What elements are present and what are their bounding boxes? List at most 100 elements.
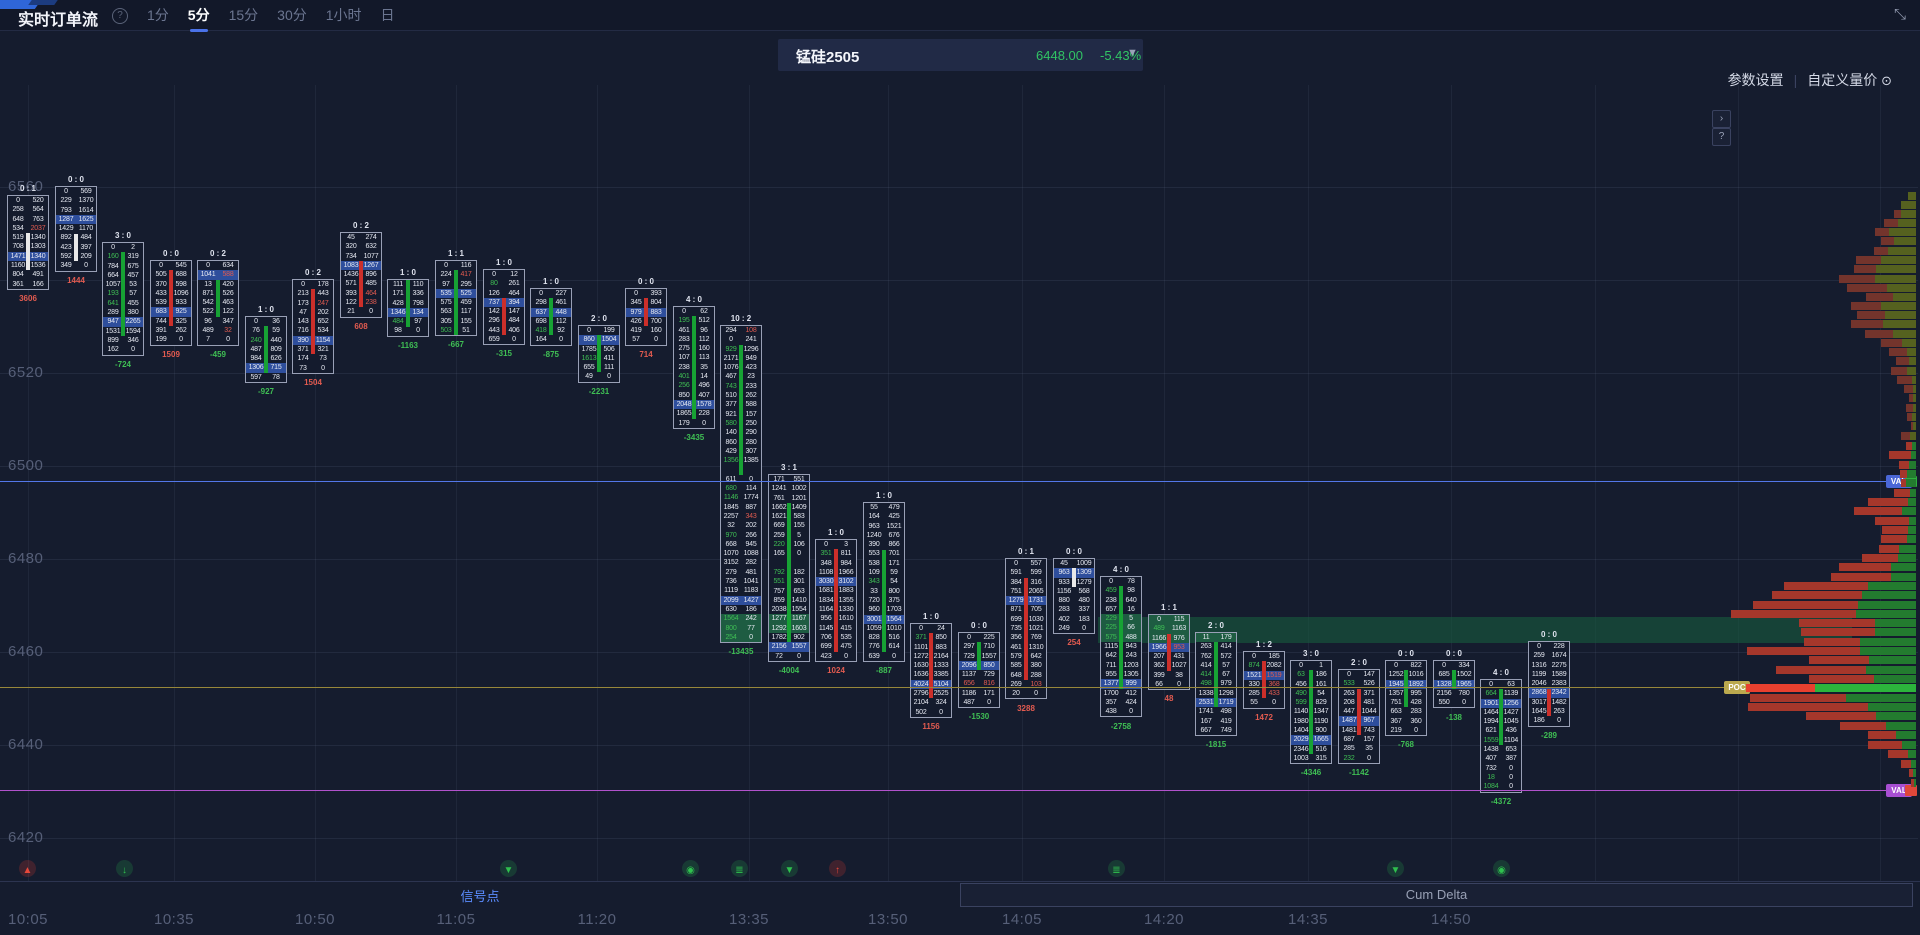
- cluster-row: 1481 743: [1339, 726, 1379, 735]
- ask-volume: 262: [745, 392, 757, 400]
- signal-icon[interactable]: ▼: [1387, 860, 1404, 877]
- volume-profile-row: [0, 451, 1918, 459]
- custom-volume-price-link[interactable]: 自定义量价: [1807, 72, 1878, 88]
- profile-ask-bar: [1894, 237, 1916, 245]
- bid-volume: 283: [678, 335, 690, 343]
- ask-volume: 415: [840, 624, 852, 632]
- ask-volume: 1154: [315, 336, 331, 344]
- signal-panel-label[interactable]: 信号点: [460, 889, 500, 904]
- cluster-delta-footer: -4004: [778, 666, 800, 675]
- ask-volume: 652: [317, 318, 329, 326]
- bid-volume: 0: [967, 634, 971, 641]
- candle-body: [1452, 670, 1456, 689]
- signal-icon[interactable]: ◉: [682, 860, 699, 877]
- ask-volume: 675: [127, 262, 139, 270]
- param-settings-link[interactable]: 参数设置: [1727, 72, 1784, 88]
- tab-5分[interactable]: 5分: [188, 5, 210, 32]
- bid-volume: 657: [1105, 605, 1117, 613]
- bid-volume: 1782: [771, 634, 787, 642]
- bid-volume: 921: [725, 410, 737, 418]
- ask-volume: 241: [745, 336, 757, 344]
- collapse-icon[interactable]: ⤡: [1893, 6, 1906, 23]
- ask-volume: 233: [745, 382, 757, 390]
- signal-icon[interactable]: ≣: [731, 860, 748, 877]
- chevron-down-icon[interactable]: ▼: [1127, 47, 1138, 59]
- bid-volume: 1404: [1293, 727, 1309, 735]
- bid-volume: 428: [392, 299, 404, 307]
- bid-volume: 751: [1010, 587, 1022, 595]
- ask-volume: 346: [127, 336, 139, 344]
- bid-volume: 1741: [1198, 708, 1214, 716]
- bid-volume: 489: [1153, 625, 1165, 633]
- volume-profile-row: [0, 219, 1918, 227]
- bid-volume: 419: [630, 327, 642, 335]
- cluster-box: 0 63 664 1139 1901 1256 1464 1427 1994 1045 621 436…: [1480, 679, 1522, 793]
- bid-volume: 63: [1297, 671, 1305, 679]
- tab-日[interactable]: 日: [380, 7, 395, 23]
- signal-icon[interactable]: ↓: [116, 860, 133, 877]
- bid-volume: 195: [678, 317, 690, 325]
- cluster-row: 254 0: [721, 632, 761, 643]
- cluster-row: 0 241: [721, 335, 761, 344]
- cum-delta-panel[interactable]: Cum Delta: [960, 883, 1913, 907]
- ask-volume: 411: [603, 354, 615, 362]
- bid-volume: 384: [1010, 578, 1022, 586]
- ask-volume: 166: [32, 280, 44, 288]
- bid-volume: 0: [729, 336, 733, 344]
- poc-line: [0, 687, 1724, 688]
- ask-volume: 337: [1078, 606, 1090, 614]
- cluster-row: 1145 415: [816, 624, 856, 633]
- tab-1分[interactable]: 1分: [147, 7, 169, 23]
- tab-1小时[interactable]: 1小时: [325, 7, 362, 23]
- bid-volume: 232: [1343, 754, 1355, 762]
- cluster-row: 828 516: [864, 633, 904, 642]
- cluster-row: 1240 676: [864, 531, 904, 540]
- profile-bid-bar: [1809, 656, 1869, 664]
- ask-volume: 423: [745, 364, 757, 372]
- bid-volume: 294: [725, 327, 737, 334]
- cluster-row: 357 424: [1101, 698, 1141, 707]
- cluster-row: 275 160: [674, 344, 714, 353]
- profile-bid-bar: [1851, 320, 1883, 328]
- profile-bid-bar: [1875, 228, 1889, 236]
- signal-icon[interactable]: ◉: [1493, 860, 1510, 877]
- bid-volume: 860: [583, 336, 595, 344]
- cluster-row: 2099 1427: [721, 595, 761, 605]
- bid-volume: 1700: [1103, 689, 1119, 697]
- ask-volume: 485: [365, 280, 377, 288]
- panel-toggle-button[interactable]: ›: [1712, 110, 1731, 128]
- ask-volume: 0: [844, 652, 848, 660]
- signal-icon[interactable]: ▲: [19, 860, 36, 877]
- signal-icon[interactable]: ≣: [1108, 860, 1125, 877]
- ask-volume: 247: [317, 299, 329, 307]
- tab-15分[interactable]: 15分: [228, 7, 259, 23]
- ask-volume: 1557: [791, 643, 807, 651]
- cluster-row: 208 481: [1339, 698, 1379, 707]
- cluster-box: 111 110 171 336 428 798 1346 134 484 97 98 0: [387, 279, 429, 337]
- signal-icon[interactable]: ▼: [500, 860, 517, 877]
- ask-volume: 1340: [30, 252, 46, 260]
- bid-volume: 238: [678, 363, 690, 371]
- ask-volume: 0: [321, 364, 325, 372]
- gear-icon[interactable]: ⊙: [1881, 73, 1892, 88]
- tab-30分[interactable]: 30分: [277, 7, 307, 23]
- ask-volume: 1603: [791, 624, 807, 632]
- cluster-row: 256 496: [674, 381, 714, 390]
- cluster-row: 1404 900: [1291, 726, 1331, 735]
- ask-volume: 481: [1363, 698, 1375, 706]
- volume-profile-row: [0, 498, 1918, 506]
- help-icon[interactable]: ?: [112, 8, 128, 24]
- cluster-row: 793 1614: [56, 206, 96, 215]
- candle-body: [74, 233, 78, 262]
- panel-help-button[interactable]: ?: [1712, 128, 1731, 146]
- signal-icon[interactable]: ↑: [829, 860, 846, 877]
- profile-bid-bar: [1839, 275, 1875, 283]
- volume-profile-row: [0, 489, 1918, 497]
- symbol-bar[interactable]: 锰硅2505 6448.00 -5.43% ▼: [778, 39, 1143, 71]
- cluster-row: 0 334: [1434, 661, 1474, 670]
- bid-volume: 859: [773, 596, 785, 604]
- footprint-chart[interactable]: 6560 6520 6500 6480 6460 6440 6420 0 : 1 0 520 258…: [0, 30, 1920, 881]
- bid-volume: 401: [678, 373, 690, 381]
- signal-icon[interactable]: ▼: [781, 860, 798, 877]
- ask-volume: 0: [797, 550, 801, 558]
